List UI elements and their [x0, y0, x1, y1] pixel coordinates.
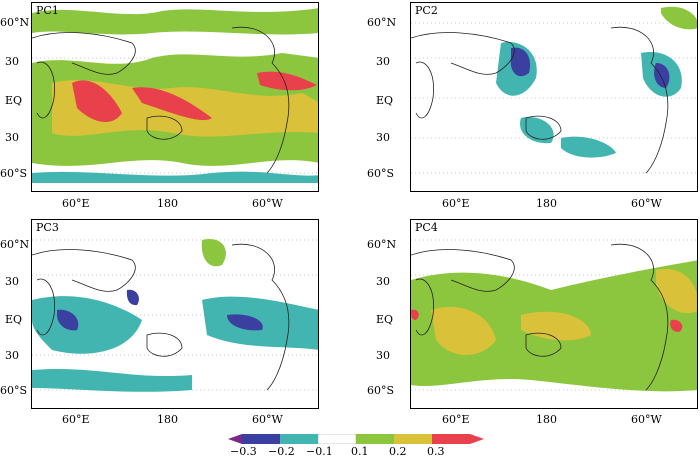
map-pc4-graphic	[411, 239, 697, 392]
pc3-navy-east	[227, 314, 263, 331]
lat-tick-30s-left-bottom: 30	[5, 349, 19, 362]
lat-tick-60n-right: 60°N	[367, 16, 397, 29]
lat-tick-30s-right-bottom: 30	[376, 349, 390, 362]
lat-tick-60n-left: 60°N	[0, 16, 30, 29]
lat-tick-60s-right: 60°S	[367, 167, 395, 180]
pc4-yellow-atlantic	[656, 269, 697, 314]
colorbar-label-02: 0.2	[389, 445, 407, 458]
pc1-africa	[36, 61, 55, 119]
pc2-americas	[610, 26, 669, 174]
pc4-red-spot-1	[411, 309, 419, 320]
map-pc2-graphic	[411, 6, 697, 174]
lat-tick-30n-right: 30	[376, 55, 390, 68]
lat-tick-eq-left-bottom: EQ	[5, 313, 23, 326]
lon-tick-60e-bottom-right: 60°E	[442, 413, 470, 426]
lat-tick-60n-right-bottom: 60°N	[367, 238, 397, 251]
colorbar	[228, 434, 484, 444]
pc3-green-south	[32, 368, 192, 392]
lat-tick-eq-right: EQ	[376, 94, 394, 107]
pc3-australia	[146, 332, 183, 357]
panel-label-pc1: PC1	[36, 4, 59, 17]
lon-tick-60e-top-right: 60°E	[442, 197, 470, 210]
pc4-africa	[415, 278, 434, 336]
colorbar-bin-3	[317, 434, 357, 444]
map-panel-pc4: PC4	[410, 219, 698, 409]
colorbar-cap-right	[470, 434, 484, 444]
pc1-australia	[146, 115, 183, 140]
lon-tick-60e-bottom-left: 60°E	[62, 413, 90, 426]
map-panel-pc1: PC1	[31, 2, 319, 192]
colorbar-label-03: 0.3	[427, 445, 445, 458]
pc2-australia	[525, 115, 562, 140]
colorbar-cap-left	[228, 434, 242, 444]
lat-tick-60s-right-bottom: 60°S	[367, 384, 395, 397]
pc1-red-pacific-band	[132, 87, 212, 121]
pc2-green-north	[661, 6, 697, 30]
map-panel-pc2: PC2	[410, 2, 698, 192]
lon-tick-180-top-right: 180	[536, 197, 557, 210]
lon-tick-180-bottom-left: 180	[157, 413, 178, 426]
pc4-americas	[610, 243, 669, 391]
colorbar-bin-4	[356, 434, 394, 444]
lat-tick-30n-left: 30	[5, 55, 19, 68]
lat-tick-30n-right-bottom: 30	[376, 275, 390, 288]
pc4-eurasia	[411, 249, 515, 292]
lat-tick-60s-left: 60°S	[0, 167, 28, 180]
pc3-green-north	[201, 239, 226, 267]
lon-tick-60w-bottom-right: 60°W	[631, 413, 662, 426]
colorbar-bin-1	[242, 434, 280, 444]
colorbar-label-neg02: −0.2	[268, 445, 295, 458]
pc3-americas	[231, 243, 290, 391]
pc2-teal-south-pacific	[561, 136, 616, 158]
pc2-teal-south-indian	[520, 117, 554, 144]
lon-tick-60e-top-left: 60°E	[62, 197, 90, 210]
lon-tick-180-bottom-right: 180	[536, 413, 557, 426]
lon-tick-180-top-left: 180	[157, 197, 178, 210]
panel-label-pc3: PC3	[36, 221, 59, 234]
pc4-yellow-indian	[431, 306, 496, 355]
lat-tick-30s-right: 30	[376, 131, 390, 144]
pc1-northern-band	[32, 8, 318, 35]
pc1-red-atlantic	[257, 71, 317, 91]
panel-label-pc4: PC4	[415, 221, 438, 234]
pc2-africa	[415, 61, 434, 119]
pc2-eurasia	[411, 32, 515, 75]
lat-tick-60s-left-bottom: 60°S	[0, 384, 28, 397]
pc3-eurasia	[32, 249, 136, 292]
pc3-africa	[36, 278, 55, 336]
pc3-teal-west	[32, 296, 142, 354]
lat-tick-30n-left-bottom: 30	[5, 275, 19, 288]
pc2-navy-atlantic	[654, 63, 670, 88]
map-panel-pc3: PC3	[31, 219, 319, 409]
map-pc3-graphic	[32, 239, 318, 392]
pc3-navy-pacific	[126, 289, 139, 306]
colorbar-label-neg03: −0.3	[230, 445, 257, 458]
pc4-red-spot-2	[670, 319, 683, 332]
colorbar-bin-6	[432, 434, 470, 444]
pc1-eurasia	[32, 32, 136, 75]
pc1-red-indian-ocean	[72, 80, 122, 123]
lon-tick-60w-bottom-left: 60°W	[252, 413, 283, 426]
colorbar-label-01: 0.1	[351, 445, 369, 458]
lat-tick-eq-left: EQ	[5, 94, 23, 107]
map-pc1-graphic	[32, 8, 318, 183]
colorbar-bin-2	[280, 434, 318, 444]
colorbar-bin-5	[394, 434, 432, 444]
lat-tick-60n-left-bottom: 60°N	[0, 238, 30, 251]
pc1-southern-band	[32, 171, 318, 183]
pc3-navy-west	[57, 309, 79, 331]
lon-tick-60w-top-right: 60°W	[631, 197, 662, 210]
lon-tick-60w-top-left: 60°W	[252, 197, 283, 210]
panel-label-pc2: PC2	[415, 4, 438, 17]
lat-tick-eq-right-bottom: EQ	[376, 313, 394, 326]
lat-tick-30s-left: 30	[5, 131, 19, 144]
pc2-navy-pacific	[510, 47, 531, 77]
pc4-australia	[525, 332, 562, 357]
pc1-americas	[231, 26, 290, 174]
colorbar-label-neg01: −0.1	[306, 445, 333, 458]
